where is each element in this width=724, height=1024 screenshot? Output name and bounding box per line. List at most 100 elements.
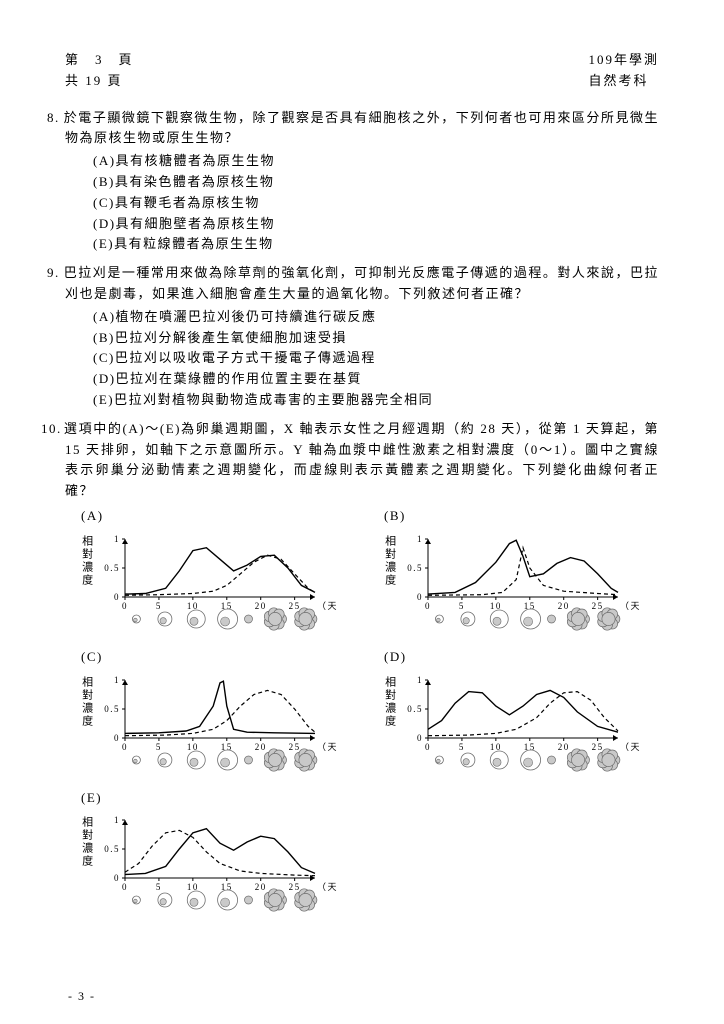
- chart-e: 00.510510152025（天）: [97, 810, 337, 924]
- svg-text:5: 5: [459, 742, 465, 752]
- question-8: 8.於電子顯微鏡下觀察微生物，除了觀察是否具有細胞核之外，下列何者也可用來區分所…: [65, 108, 659, 256]
- q10-num: 10.: [41, 421, 62, 436]
- svg-text:0: 0: [122, 601, 128, 611]
- q9-stem-row: 9.巴拉刈是一種常用來做為除草劑的強氧化劑，可抑制光反應電子傳遞的過程。對人來說…: [65, 263, 659, 305]
- svg-text:1: 1: [417, 675, 423, 685]
- q8-stem-row: 8.於電子顯微鏡下觀察微生物，除了觀察是否具有細胞核之外，下列何者也可用來區分所…: [65, 108, 659, 150]
- q8-opt-e: (E)具有粒線體者為原生生物: [93, 234, 659, 255]
- question-10: 10.選項中的(A)～(E)為卵巢週期圖，X 軸表示女性之月經週期（約 28 天…: [65, 419, 659, 925]
- q9-opt-e: (E)巴拉刈對植物與動物造成毒害的主要胞器完全相同: [93, 390, 659, 411]
- svg-text:5: 5: [156, 601, 162, 611]
- chart-block-e: (E) 相對濃度00.510510152025（天）: [77, 788, 357, 925]
- svg-text:0.5: 0.5: [407, 563, 423, 573]
- header-left: 第 3 頁 共 19 頁: [65, 50, 134, 92]
- svg-text:0: 0: [122, 742, 128, 752]
- ylabel-c: 相對濃度: [77, 670, 97, 784]
- q9-opt-b: (B)巴拉刈分解後產生氧使細胞加速受損: [93, 328, 659, 349]
- q10-stem: 選項中的(A)～(E)為卵巢週期圖，X 軸表示女性之月經週期（約 28 天），從…: [64, 421, 659, 498]
- svg-text:10: 10: [489, 601, 501, 611]
- page-current: 第 3 頁: [65, 50, 134, 71]
- chart-label-b: (B): [384, 506, 659, 527]
- exam-subject: 自然考科: [588, 71, 659, 92]
- svg-text:0: 0: [114, 873, 120, 883]
- charts-row-2: (C) 相對濃度00.510510152025（天） (D) 相對濃度00.51…: [77, 647, 659, 784]
- page-footer: - 3 -: [68, 987, 96, 1006]
- svg-text:0: 0: [425, 601, 431, 611]
- svg-text:0.5: 0.5: [104, 704, 120, 714]
- svg-text:20: 20: [557, 742, 569, 752]
- q8-opt-b: (B)具有染色體者為原核生物: [93, 172, 659, 193]
- ylabel-d: 相對濃度: [380, 670, 400, 784]
- exam-year: 109年學測: [588, 50, 659, 71]
- svg-text:0: 0: [417, 592, 423, 602]
- q9-num: 9.: [47, 265, 60, 280]
- svg-text:10: 10: [489, 742, 501, 752]
- svg-text:0.5: 0.5: [407, 704, 423, 714]
- ylabel-b: 相對濃度: [380, 529, 400, 643]
- chart-block-d: (D) 相對濃度00.510510152025（天）: [380, 647, 659, 784]
- svg-text:（天）: （天）: [317, 742, 337, 752]
- chart-d: 00.510510152025（天）: [400, 670, 640, 784]
- chart-block-c: (C) 相對濃度00.510510152025（天）: [77, 647, 356, 784]
- svg-text:0.5: 0.5: [104, 563, 120, 573]
- chart-block-a: (A) 相對濃度00.510510152025（天）: [77, 506, 356, 643]
- svg-text:10: 10: [186, 742, 198, 752]
- charts-row-1: (A) 相對濃度00.510510152025（天） (B) 相對濃度00.51…: [77, 506, 659, 643]
- q8-options: (A)具有核糖體者為原生生物 (B)具有染色體者為原核生物 (C)具有鞭毛者為原…: [93, 151, 659, 255]
- svg-text:1: 1: [114, 534, 120, 544]
- q8-opt-d: (D)具有細胞壁者為原核生物: [93, 214, 659, 235]
- q8-stem: 於電子顯微鏡下觀察微生物，除了觀察是否具有細胞核之外，下列何者也可用來區分所見微…: [64, 110, 659, 146]
- charts-row-3: (E) 相對濃度00.510510152025（天）: [77, 788, 659, 925]
- svg-text:20: 20: [254, 742, 266, 752]
- svg-text:25: 25: [591, 601, 603, 611]
- q9-opt-a: (A)植物在噴灑巴拉刈後仍可持續進行碳反應: [93, 307, 659, 328]
- q9-opt-d: (D)巴拉刈在葉綠體的作用位置主要在基質: [93, 369, 659, 390]
- header-right: 109年學測 自然考科: [588, 50, 659, 92]
- svg-text:0: 0: [114, 592, 120, 602]
- svg-text:20: 20: [254, 882, 266, 892]
- q9-stem: 巴拉刈是一種常用來做為除草劑的強氧化劑，可抑制光反應電子傳遞的過程。對人來說，巴…: [64, 265, 659, 301]
- svg-text:0.5: 0.5: [104, 844, 120, 854]
- svg-text:25: 25: [288, 742, 300, 752]
- svg-text:（天）: （天）: [620, 742, 640, 752]
- chart-label-a: (A): [81, 506, 356, 527]
- svg-text:1: 1: [114, 815, 120, 825]
- ylabel-e: 相對濃度: [77, 810, 97, 924]
- chart-c: 00.510510152025（天）: [97, 670, 337, 784]
- page-total: 共 19 頁: [65, 71, 134, 92]
- svg-text:（天）: （天）: [317, 601, 337, 611]
- svg-text:1: 1: [417, 534, 423, 544]
- svg-text:0: 0: [114, 733, 120, 743]
- svg-text:25: 25: [591, 742, 603, 752]
- chart-b: 00.510510152025（天）: [400, 529, 640, 643]
- svg-text:20: 20: [557, 601, 569, 611]
- q9-options: (A)植物在噴灑巴拉刈後仍可持續進行碳反應 (B)巴拉刈分解後產生氧使細胞加速受…: [93, 307, 659, 411]
- svg-text:（天）: （天）: [620, 601, 640, 611]
- q8-opt-a: (A)具有核糖體者為原生生物: [93, 151, 659, 172]
- svg-text:（天）: （天）: [317, 882, 337, 892]
- q8-opt-c: (C)具有鞭毛者為原核生物: [93, 193, 659, 214]
- svg-text:25: 25: [288, 601, 300, 611]
- svg-text:5: 5: [156, 742, 162, 752]
- chart-a: 00.510510152025（天）: [97, 529, 337, 643]
- svg-text:0: 0: [425, 742, 431, 752]
- chart-block-b: (B) 相對濃度00.510510152025（天）: [380, 506, 659, 643]
- q10-stem-row: 10.選項中的(A)～(E)為卵巢週期圖，X 軸表示女性之月經週期（約 28 天…: [65, 419, 659, 502]
- ylabel-a: 相對濃度: [77, 529, 97, 643]
- q8-num: 8.: [47, 110, 60, 125]
- svg-text:5: 5: [459, 601, 465, 611]
- q9-opt-c: (C)巴拉刈以吸收電子方式干擾電子傳遞過程: [93, 348, 659, 369]
- chart-label-d: (D): [384, 647, 659, 668]
- svg-text:20: 20: [254, 601, 266, 611]
- svg-text:0: 0: [122, 882, 128, 892]
- svg-text:0: 0: [417, 733, 423, 743]
- svg-text:10: 10: [186, 882, 198, 892]
- page-header: 第 3 頁 共 19 頁 109年學測 自然考科: [65, 50, 659, 92]
- chart-label-c: (C): [81, 647, 356, 668]
- question-9: 9.巴拉刈是一種常用來做為除草劑的強氧化劑，可抑制光反應電子傳遞的過程。對人來說…: [65, 263, 659, 411]
- svg-text:10: 10: [186, 601, 198, 611]
- svg-text:1: 1: [114, 675, 120, 685]
- chart-label-e: (E): [81, 788, 357, 809]
- svg-text:5: 5: [156, 882, 162, 892]
- svg-text:25: 25: [288, 882, 300, 892]
